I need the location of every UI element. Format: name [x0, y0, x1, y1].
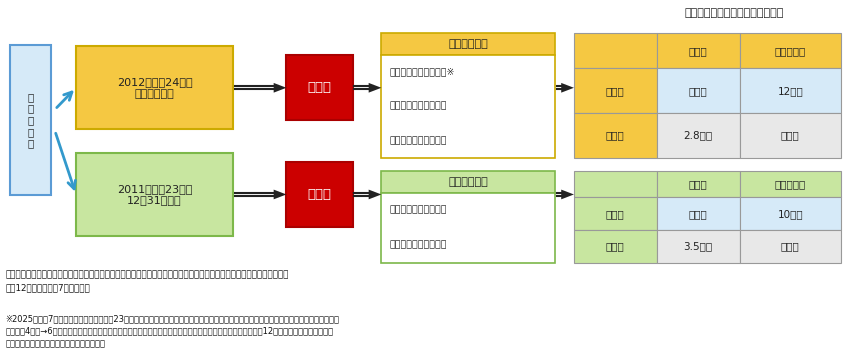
- Text: ・一般生命保険料控除: ・一般生命保険料控除: [390, 206, 448, 215]
- Text: 2.8万円: 2.8万円: [683, 130, 713, 140]
- Text: ２種類の控除: ２種類の控除: [448, 177, 488, 187]
- Text: ※2025（令和7）年度税制改正において、23歳未満の扶養親族がいる子育て世帯に対し、新制度の一般生命保険料控除（所得税）の上限額の
　引上げ4万円→6万円（合: ※2025（令和7）年度税制改正において、23歳未満の扶養親族がいる子育て世帯に…: [6, 314, 340, 348]
- Bar: [740, 171, 841, 197]
- Bar: [740, 113, 841, 158]
- Bar: [381, 193, 556, 263]
- Bar: [287, 162, 352, 227]
- Text: ２種類合計: ２種類合計: [774, 179, 806, 189]
- Text: ・介護医療保険料控除: ・介護医療保険料控除: [390, 102, 448, 111]
- Text: ・個人年金保険料控除: ・個人年金保険料控除: [390, 136, 448, 145]
- Bar: [381, 33, 556, 55]
- Bar: [287, 55, 352, 120]
- Text: 所得税: 所得税: [606, 209, 625, 219]
- Polygon shape: [561, 83, 574, 93]
- Polygon shape: [561, 190, 574, 199]
- Bar: [740, 230, 841, 263]
- Bar: [381, 171, 556, 193]
- Text: 控除できる限度額（適用限度額）: 控除できる限度額（適用限度額）: [684, 8, 784, 18]
- Text: ５万円: ５万円: [688, 209, 707, 219]
- Bar: [381, 55, 556, 158]
- Text: 12万円: 12万円: [778, 86, 803, 96]
- Text: 新制度: 新制度: [307, 81, 332, 94]
- Text: 各控除: 各控除: [688, 46, 707, 56]
- Text: 旧制度: 旧制度: [307, 188, 332, 201]
- Polygon shape: [274, 190, 287, 199]
- Bar: [574, 69, 657, 113]
- Bar: [574, 171, 657, 197]
- Bar: [76, 47, 233, 129]
- Text: ３種類合計: ３種類合計: [774, 46, 806, 56]
- Bar: [574, 113, 657, 158]
- Text: 所得税: 所得税: [606, 86, 625, 96]
- Text: 各控除: 各控除: [688, 179, 707, 189]
- Bar: [574, 33, 657, 69]
- Bar: [657, 33, 740, 69]
- Bar: [76, 153, 233, 236]
- Polygon shape: [274, 83, 287, 93]
- Bar: [740, 33, 841, 69]
- Polygon shape: [368, 83, 381, 93]
- Text: ・個人年金保険料控除: ・個人年金保険料控除: [390, 241, 448, 250]
- Bar: [657, 113, 740, 158]
- Text: ・一般生命保険料控除※: ・一般生命保険料控除※: [390, 67, 455, 76]
- Text: 契
約
日
は
？: 契 約 日 は ？: [27, 92, 33, 148]
- Text: 住民税: 住民税: [606, 242, 625, 252]
- Bar: [574, 197, 657, 230]
- Text: ３種類の控除: ３種類の控除: [448, 39, 488, 49]
- Text: 3.5万円: 3.5万円: [683, 242, 713, 252]
- Polygon shape: [368, 190, 381, 199]
- Bar: [574, 230, 657, 263]
- Text: ・新旧両制度の契約がある場合、新制度と旧制度でそれぞれ計算して合計することができ、制度全体の適用限度額は所得
　税12万円、住民税7万円です。: ・新旧両制度の契約がある場合、新制度と旧制度でそれぞれ計算して合計することができ…: [6, 270, 289, 292]
- Bar: [740, 69, 841, 113]
- Bar: [657, 171, 740, 197]
- Bar: [740, 197, 841, 230]
- Text: 2011（平成23）年
12月31日以前: 2011（平成23）年 12月31日以前: [117, 184, 192, 205]
- Bar: [657, 197, 740, 230]
- Text: 住民税: 住民税: [606, 130, 625, 140]
- Text: ７万円: ７万円: [781, 130, 800, 140]
- Text: 2012（平成24）年
１月１日以降: 2012（平成24）年 １月１日以降: [117, 77, 192, 98]
- Text: ７万円: ７万円: [781, 242, 800, 252]
- Text: ４万円: ４万円: [688, 86, 707, 96]
- Bar: [10, 45, 50, 195]
- Bar: [657, 69, 740, 113]
- Text: 10万円: 10万円: [778, 209, 803, 219]
- Bar: [657, 230, 740, 263]
